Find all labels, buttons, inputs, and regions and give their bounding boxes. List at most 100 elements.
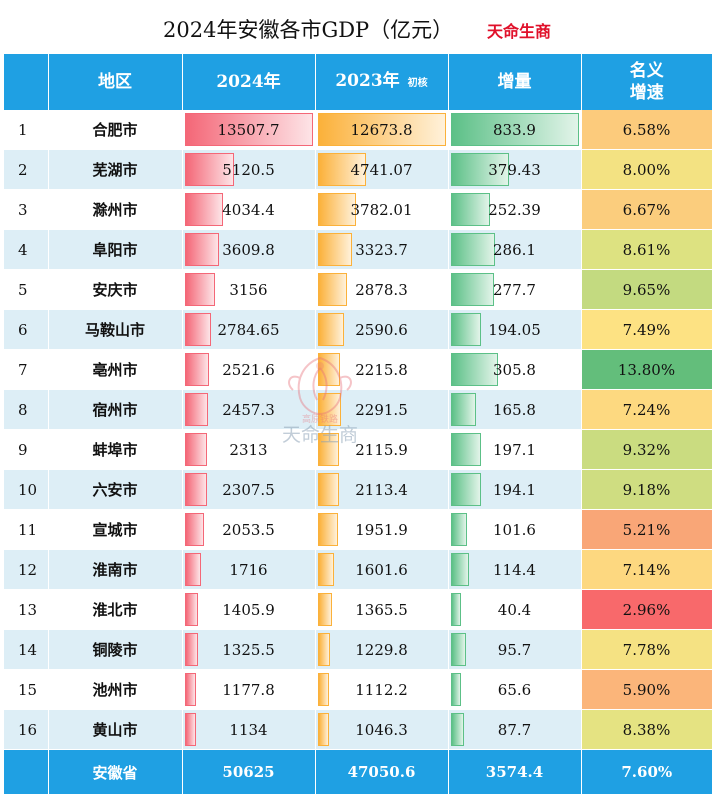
header-region: 地区 [48, 54, 183, 110]
row-gdp2024: 3156 [182, 269, 316, 310]
row-rank: 9 [4, 429, 49, 470]
row-gdp2024-bar [184, 393, 208, 426]
row-increase-bar [450, 673, 461, 706]
row-growth: 2.96% [581, 589, 713, 630]
row-growth: 8.38% [581, 709, 713, 750]
row-region: 黄山市 [48, 709, 183, 750]
row-growth: 9.18% [581, 469, 713, 510]
row-increase-bar [450, 473, 481, 506]
row-gdp2023-value: 2115.9 [355, 440, 408, 459]
row-gdp2024-bar [184, 433, 207, 466]
row-gdp2023-bar [317, 353, 340, 386]
row-rank: 6 [4, 309, 49, 350]
row-rank: 13 [4, 589, 49, 630]
row-gdp2024-bar [184, 353, 209, 386]
table-row: 2 芜湖市 5120.5 4741.07 379.43 8.00% [4, 149, 713, 190]
row-increase-value: 833.9 [493, 120, 536, 139]
row-increase-bar [450, 233, 495, 266]
row-increase-value: 194.05 [488, 320, 541, 339]
table-row: 5 安庆市 3156 2878.3 277.7 9.65% [4, 269, 713, 310]
row-gdp2024: 2521.6 [182, 349, 316, 390]
row-increase-value: 277.7 [493, 280, 536, 299]
table-row: 12 淮南市 1716 1601.6 114.4 7.14% [4, 549, 713, 590]
total-increase: 3574.4 [448, 749, 582, 794]
page-title: 2024年安徽各市GDP（亿元） [163, 18, 454, 42]
row-region: 淮南市 [48, 549, 183, 590]
row-increase: 197.1 [448, 429, 582, 470]
row-gdp2024-value: 2053.5 [222, 520, 275, 539]
row-gdp2024-value: 3609.8 [222, 240, 275, 259]
row-increase: 101.6 [448, 509, 582, 550]
row-gdp2024-value: 1325.5 [222, 640, 275, 659]
total-gdp2024: 50625 [182, 749, 316, 794]
row-region: 蚌埠市 [48, 429, 183, 470]
row-gdp2024: 2307.5 [182, 469, 316, 510]
row-region: 宿州市 [48, 389, 183, 430]
row-increase: 40.4 [448, 589, 582, 630]
table-row: 13 淮北市 1405.9 1365.5 40.4 2.96% [4, 589, 713, 630]
row-gdp2023-value: 2215.8 [355, 360, 408, 379]
row-increase-bar [450, 633, 466, 666]
row-growth: 7.49% [581, 309, 713, 350]
row-gdp2023-bar [317, 473, 339, 506]
row-growth: 7.14% [581, 549, 713, 590]
row-growth: 6.67% [581, 189, 713, 230]
table-header-row: 地区 2024年 2023年 初核 增量 名义 增速 [4, 54, 712, 110]
row-increase-value: 379.43 [488, 160, 541, 179]
table-row: 1 合肥市 13507.7 12673.8 833.9 6.58% [4, 110, 713, 150]
row-increase-bar [450, 153, 509, 186]
row-gdp2024-bar [184, 273, 215, 306]
row-increase-value: 165.8 [493, 400, 536, 419]
row-increase: 194.05 [448, 309, 582, 350]
header-2023-sub: 初核 [407, 77, 428, 89]
row-gdp2023-bar [317, 513, 338, 546]
row-increase-bar [450, 713, 464, 746]
row-gdp2023: 1365.5 [315, 589, 449, 630]
row-increase: 95.7 [448, 629, 582, 670]
row-increase-bar [450, 513, 467, 546]
row-gdp2023-bar [317, 553, 334, 586]
row-gdp2023-value: 3323.7 [355, 240, 408, 259]
row-gdp2024-value: 2457.3 [222, 400, 275, 419]
header-rank [4, 54, 49, 110]
row-growth: 8.00% [581, 149, 713, 190]
row-gdp2024: 13507.7 [182, 110, 316, 150]
row-rank: 11 [4, 509, 49, 550]
row-gdp2024-bar [184, 553, 201, 586]
row-growth: 13.80% [581, 349, 713, 390]
row-gdp2023: 4741.07 [315, 149, 449, 190]
row-gdp2023-value: 4741.07 [350, 160, 413, 179]
row-rank: 2 [4, 149, 49, 190]
row-gdp2024-bar [184, 233, 219, 266]
row-growth: 7.78% [581, 629, 713, 670]
row-gdp2024-bar [184, 153, 234, 186]
row-growth: 5.90% [581, 669, 713, 710]
row-gdp2024-value: 2307.5 [222, 480, 275, 499]
row-gdp2023: 2113.4 [315, 469, 449, 510]
row-increase-bar [450, 193, 490, 226]
header-2023-label: 2023年 [335, 70, 400, 91]
row-gdp2023-value: 2590.6 [355, 320, 408, 339]
table-row: 9 蚌埠市 2313 2115.9 197.1 9.32% [4, 429, 713, 470]
row-region: 滁州市 [48, 189, 183, 230]
row-gdp2023: 2115.9 [315, 429, 449, 470]
row-increase-value: 101.6 [493, 520, 536, 539]
row-region: 马鞍山市 [48, 309, 183, 350]
row-gdp2024-bar [184, 513, 204, 546]
row-gdp2023-value: 12673.8 [350, 120, 413, 139]
row-increase-bar [450, 433, 481, 466]
table-row: 11 宣城市 2053.5 1951.9 101.6 5.21% [4, 509, 713, 550]
row-region: 合肥市 [48, 110, 183, 150]
row-region: 安庆市 [48, 269, 183, 310]
row-rank: 8 [4, 389, 49, 430]
row-growth: 6.58% [581, 110, 713, 150]
total-gdp2023: 47050.6 [315, 749, 449, 794]
gdp-table: 地区 2024年 2023年 初核 增量 名义 增速 1 合肥市 13507.7 1267… [4, 54, 713, 794]
row-rank: 4 [4, 229, 49, 270]
row-gdp2024: 3609.8 [182, 229, 316, 270]
row-gdp2024-value: 2784.65 [217, 320, 280, 339]
table-row: 7 亳州市 2521.6 2215.8 305.8 13.80% [4, 349, 713, 390]
row-increase: 65.6 [448, 669, 582, 710]
row-gdp2024: 1405.9 [182, 589, 316, 630]
row-gdp2024-value: 13507.7 [217, 120, 280, 139]
